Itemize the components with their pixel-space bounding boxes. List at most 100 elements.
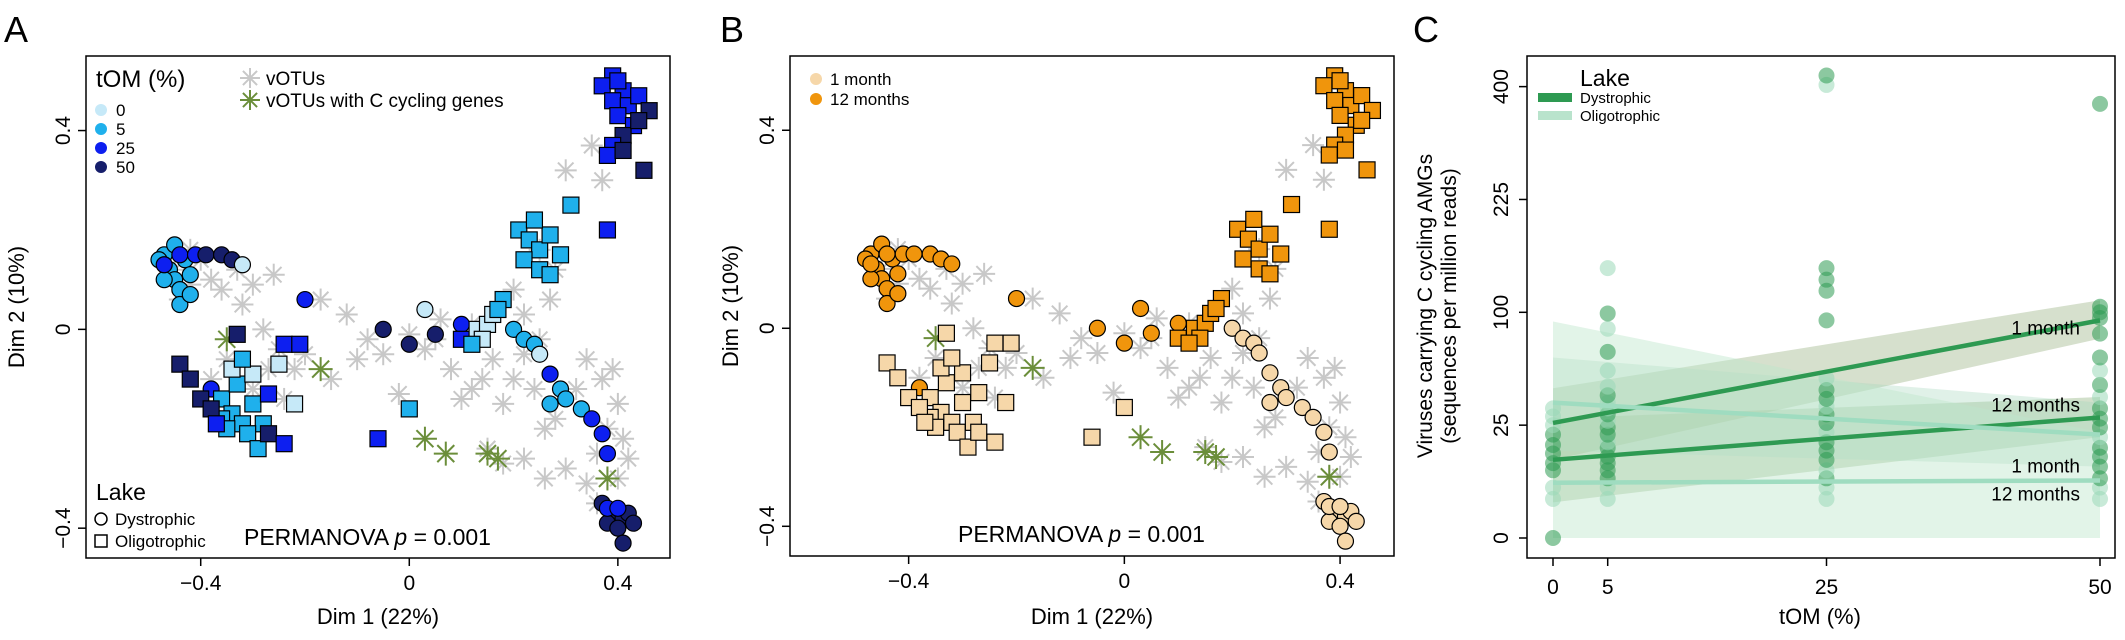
votu-point: [940, 292, 963, 315]
sample-point-dystrophic: [1304, 408, 1322, 426]
votu-point: [262, 263, 285, 286]
axes-b: −0.4 0 0.4 −0.4 0 0.4: [756, 115, 1355, 593]
votu-point: [575, 348, 598, 371]
sample-point-dystrophic: [889, 285, 907, 303]
votu-point-stroke: [312, 291, 330, 309]
sample-point-oligotrophic: [562, 196, 580, 214]
votu-point-stroke: [578, 350, 596, 368]
sample-point-oligotrophic: [635, 161, 653, 179]
votu-point: [1296, 470, 1319, 493]
legend-lake-circle: [94, 512, 108, 526]
x-tick-label: 5: [1602, 576, 1614, 599]
votu-point-stroke: [515, 450, 533, 468]
votu-point-stroke: [1105, 384, 1123, 402]
votu-point-stroke: [541, 291, 559, 309]
votu-point: [471, 368, 494, 391]
legend-swatch-12-months: [810, 93, 822, 105]
sample-point-c: [1545, 490, 1561, 507]
sample-point-oligotrophic: [598, 221, 617, 239]
plot-area-c: [1526, 55, 2116, 559]
sample-point-dystrophic: [296, 290, 314, 309]
sample-point-dystrophic: [1250, 344, 1268, 362]
legend-votu-swatch: [240, 68, 260, 88]
votu-point-stroke: [578, 474, 596, 492]
sample-point-c: [1599, 343, 1616, 360]
sample-point-oligotrophic: [598, 146, 617, 165]
sample-point-dystrophic: [905, 245, 923, 263]
sample-point-oligotrophic: [1320, 146, 1338, 164]
sample-points-b: [856, 67, 1382, 550]
votu-point: [252, 318, 275, 341]
votu-point-stroke: [557, 161, 575, 179]
sample-point-oligotrophic: [609, 107, 627, 125]
sample-point-c: [2092, 349, 2108, 366]
y-tick-label: 0: [1490, 532, 1513, 544]
x-tick-label: 25: [1815, 576, 1838, 599]
legend-tom-swatch: [95, 161, 107, 173]
legend-votu-label: vOTUs: [266, 69, 325, 90]
legend-c-swatch-oligotrophic: [1538, 111, 1572, 120]
legend-lake: Lake Dystrophic Oligotrophic: [94, 479, 206, 551]
legend-tom-label: 0: [116, 101, 125, 120]
votu-point-stroke: [614, 430, 632, 448]
votu-point: [1021, 287, 1044, 310]
y-tick-label: 100: [1490, 295, 1513, 330]
votu-point-stroke: [997, 359, 1015, 377]
sample-point-oligotrophic: [1234, 250, 1252, 268]
legend-c-dystrophic: Dystrophic: [1580, 90, 1651, 107]
sample-point-oligotrophic: [463, 335, 481, 353]
votu-point-stroke: [348, 350, 366, 368]
votu-point-stroke: [202, 271, 220, 289]
votu-point: [1312, 168, 1335, 191]
votu-point: [1275, 455, 1298, 478]
votu-point-stroke: [536, 469, 554, 487]
sample-point-dystrophic: [609, 499, 627, 517]
c-gene-point: [1128, 425, 1153, 450]
legend-time: 1 month 12 months: [810, 70, 909, 109]
sample-point-oligotrophic: [937, 374, 955, 392]
y-tick-label: 0: [756, 322, 779, 334]
sample-point-c: [2092, 376, 2108, 393]
sample-point-c: [2092, 298, 2108, 315]
votu-point: [429, 308, 452, 331]
votu-point: [554, 159, 577, 182]
votu-point: [544, 407, 567, 430]
legend-lake-square: [94, 534, 108, 548]
sample-point-oligotrophic: [244, 365, 262, 383]
votu-point: [1302, 134, 1325, 157]
x-axis-label-a: Dim 1 (22%): [317, 604, 439, 629]
sample-point-c: [1818, 282, 1835, 299]
votu-point-stroke: [213, 281, 231, 299]
c-gene-points-b: [923, 326, 1342, 489]
sample-point-dystrophic: [1115, 334, 1133, 352]
sample-point-oligotrophic: [228, 375, 246, 393]
votu-point-stroke: [964, 319, 982, 337]
panel-a: A −0.4 0 0.4 −0.4 0 0.4 Dim 1 (22%) Dim 2 (10…: [4, 9, 671, 629]
y-tick-label: 25: [1490, 413, 1513, 436]
sample-point-oligotrophic: [1320, 220, 1338, 238]
votu-point-stroke: [927, 349, 945, 367]
c-gene-point: [412, 426, 437, 451]
votu-point-stroke: [505, 370, 523, 388]
x-tick-label: 0: [1119, 570, 1131, 593]
votu-point-stroke: [1061, 349, 1079, 367]
c-gene-point: [1204, 444, 1229, 469]
legend-12-months: 12 months: [830, 90, 909, 109]
sample-point-dystrophic: [943, 255, 961, 273]
votu-point: [1048, 302, 1071, 325]
permanova-value-b: = 0.001: [1128, 521, 1205, 547]
votu-point: [1086, 342, 1109, 365]
sample-point-oligotrophic: [1326, 91, 1344, 110]
votu-point-stroke: [1088, 344, 1106, 362]
sample-point-dystrophic: [614, 534, 632, 552]
legend-lake-title: Lake: [96, 479, 146, 505]
sample-point-dystrophic: [504, 320, 523, 338]
sample-point-oligotrophic: [489, 300, 507, 319]
permanova-text-a: PERMANOVA: [244, 524, 390, 550]
sample-point-c: [1599, 320, 1616, 337]
sample-point-oligotrophic: [630, 112, 648, 130]
x-tick-label: 0: [403, 572, 415, 595]
sample-point-c: [1545, 530, 1561, 546]
sample-point-oligotrophic: [207, 415, 225, 433]
